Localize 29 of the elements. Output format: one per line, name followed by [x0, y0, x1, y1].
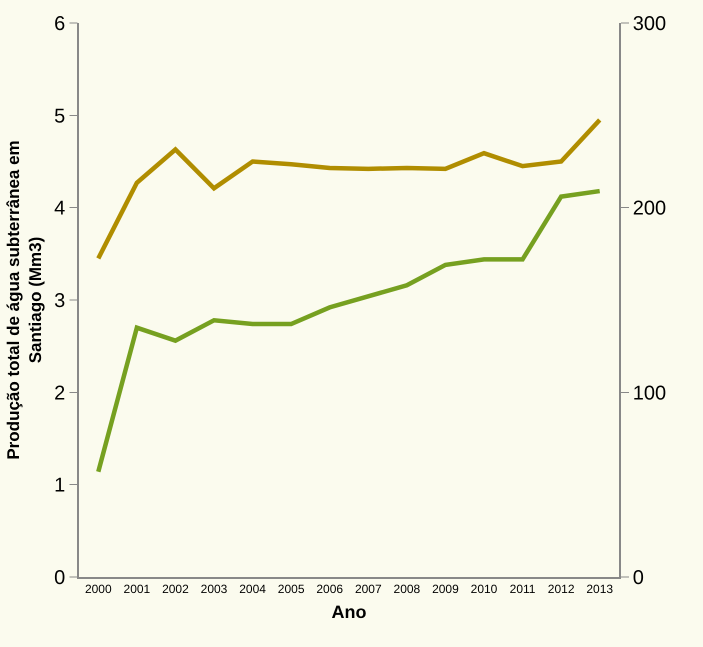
x-tick-label: 2003: [200, 582, 228, 596]
y-axis-title: Produção total de água subterrânea em Santiago (Mm3): [4, 140, 46, 460]
x-tick-label: 2004: [239, 582, 266, 596]
y-tick-label: 5: [54, 105, 66, 128]
y-tick-label: 2: [54, 382, 66, 404]
y2-tick-label: 200: [632, 198, 666, 220]
x-tick-label: 2002: [162, 582, 190, 596]
x-tick-label: 2012: [548, 582, 575, 596]
y-tick-label: 6: [54, 13, 66, 35]
line-series: [96, 188, 602, 474]
y-tick-label: 3: [54, 290, 66, 312]
x-tick-label: 2006: [316, 582, 344, 596]
y-tick-label: 4: [54, 198, 66, 220]
x-tick-label: 2010: [470, 582, 498, 596]
y-tick-label: 1: [54, 474, 66, 497]
x-tick-label: 2013: [586, 582, 614, 596]
x-tick-label: 2000: [84, 582, 112, 596]
x-tick-label: 2007: [354, 582, 382, 596]
x-tick-label: 2008: [394, 582, 421, 596]
x-tick-label: 2005: [278, 582, 305, 596]
x-tick-label: 2001: [124, 582, 151, 596]
x-tick-label: 2011: [510, 582, 536, 596]
line-series: [96, 118, 602, 261]
y2-tick-label: 0: [632, 567, 644, 589]
y-tick-label: 0: [54, 567, 66, 589]
y2-tick-label: 300: [632, 13, 666, 35]
x-axis-title: Ano: [332, 602, 366, 622]
y2-tick-label: 100: [632, 382, 666, 404]
x-tick-label: 2009: [432, 582, 460, 596]
